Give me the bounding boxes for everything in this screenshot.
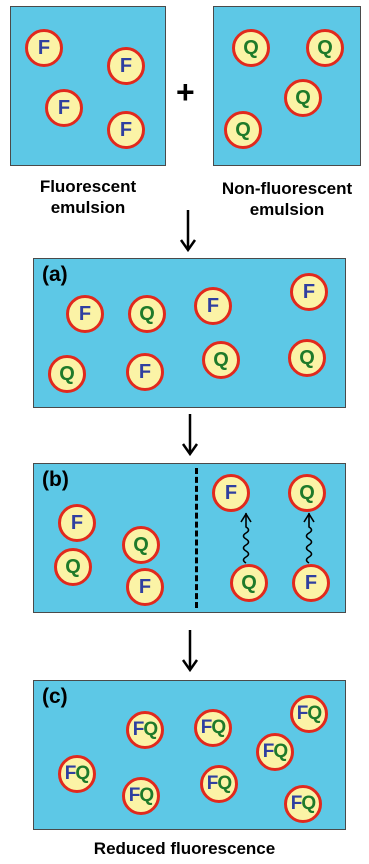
letter-q: Q	[317, 36, 333, 59]
letter-q: Q	[299, 481, 315, 504]
droplet-f: F	[290, 273, 328, 311]
fluorescent-emulsion-caption: Fluorescent emulsion	[10, 176, 166, 218]
squiggle-arrow-icon	[303, 512, 315, 564]
droplet-q: Q	[122, 526, 160, 564]
droplet-q: Q	[284, 79, 322, 117]
letter-f: F	[128, 785, 141, 806]
caption-line: emulsion	[249, 200, 325, 219]
panel-a-box: (a) F Q F F Q F Q Q	[33, 258, 346, 408]
droplet-f: F	[126, 353, 164, 391]
droplet-f: F	[58, 504, 96, 542]
droplet-q: Q	[306, 29, 344, 67]
droplet-q: Q	[288, 474, 326, 512]
panel-c-label: (c)	[42, 685, 68, 708]
panel-b-label: (b)	[42, 468, 69, 491]
letter-f: F	[262, 741, 275, 762]
panel-a-label: (a)	[42, 263, 68, 286]
letter-f: F	[296, 703, 309, 724]
droplet-f: F	[107, 47, 145, 85]
letter-q: Q	[139, 785, 154, 806]
plus-sign: +	[176, 74, 195, 110]
letter-f: F	[138, 575, 152, 598]
letter-f: F	[200, 717, 213, 738]
droplet-f: F	[66, 295, 104, 333]
letter-f: F	[70, 511, 84, 534]
down-arrow-icon	[181, 414, 199, 457]
letter-q: Q	[143, 719, 158, 740]
energy-transfer-squiggles	[240, 512, 315, 564]
letter-q: Q	[133, 533, 149, 556]
letter-q: Q	[217, 773, 232, 794]
droplet-f: F	[126, 568, 164, 606]
letter-f: F	[119, 54, 133, 77]
letter-f: F	[64, 763, 77, 784]
letter-q: Q	[243, 36, 259, 59]
droplet-f: F	[292, 564, 330, 602]
letter-q: Q	[241, 571, 257, 594]
droplet-q: Q	[232, 29, 270, 67]
non-fluorescent-emulsion-caption: Non-fluorescent emulsion	[205, 178, 369, 220]
droplet-f: F	[107, 111, 145, 149]
caption-line: Fluorescent	[39, 177, 137, 196]
letter-q: Q	[295, 86, 311, 109]
letter-f: F	[302, 280, 316, 303]
caption-line: Non-fluorescent	[221, 179, 353, 198]
letter-q: Q	[307, 703, 322, 724]
letter-q: Q	[235, 118, 251, 141]
letter-q: Q	[139, 302, 155, 325]
caption-line: emulsion	[50, 198, 126, 217]
letter-f: F	[206, 294, 220, 317]
letter-q: Q	[273, 741, 288, 762]
letter-q: Q	[65, 555, 81, 578]
droplet-f: F	[212, 474, 250, 512]
letter-f: F	[224, 481, 238, 504]
down-arrow-icon	[179, 210, 197, 253]
down-arrow-icon	[181, 630, 199, 673]
letter-f: F	[78, 302, 92, 325]
letter-f: F	[57, 96, 71, 119]
letter-f: F	[206, 773, 219, 794]
letter-f: F	[37, 36, 51, 59]
droplet-q: Q	[288, 339, 326, 377]
droplet-q: Q	[54, 548, 92, 586]
letter-f: F	[304, 571, 318, 594]
separator-dashed-line	[195, 468, 198, 608]
droplet-f: F	[25, 29, 63, 67]
fluorescent-emulsion-box: F F F F	[10, 6, 166, 166]
reduced-fluorescence-caption: Reduced fluorescence	[93, 839, 276, 858]
panel-b-box: (b) F Q Q F F Q Q F	[33, 463, 346, 613]
letter-q: Q	[75, 763, 90, 784]
droplet-q: Q	[48, 355, 86, 393]
droplet-f: F	[194, 287, 232, 325]
letter-f: F	[290, 793, 303, 814]
droplet-q: Q	[230, 564, 268, 602]
letter-q: Q	[59, 362, 75, 385]
letter-q: Q	[211, 717, 226, 738]
letter-f: F	[132, 719, 145, 740]
squiggle-arrow-icon	[240, 512, 252, 564]
letter-f: F	[119, 118, 133, 141]
droplet-q: Q	[202, 341, 240, 379]
non-fluorescent-emulsion-box: Q Q Q Q	[213, 6, 361, 166]
letter-q: Q	[299, 346, 315, 369]
droplet-f: F	[45, 89, 83, 127]
droplet-q: Q	[224, 111, 262, 149]
droplet-q: Q	[128, 295, 166, 333]
letter-q: Q	[301, 793, 316, 814]
letter-f: F	[138, 360, 152, 383]
letter-q: Q	[213, 348, 229, 371]
